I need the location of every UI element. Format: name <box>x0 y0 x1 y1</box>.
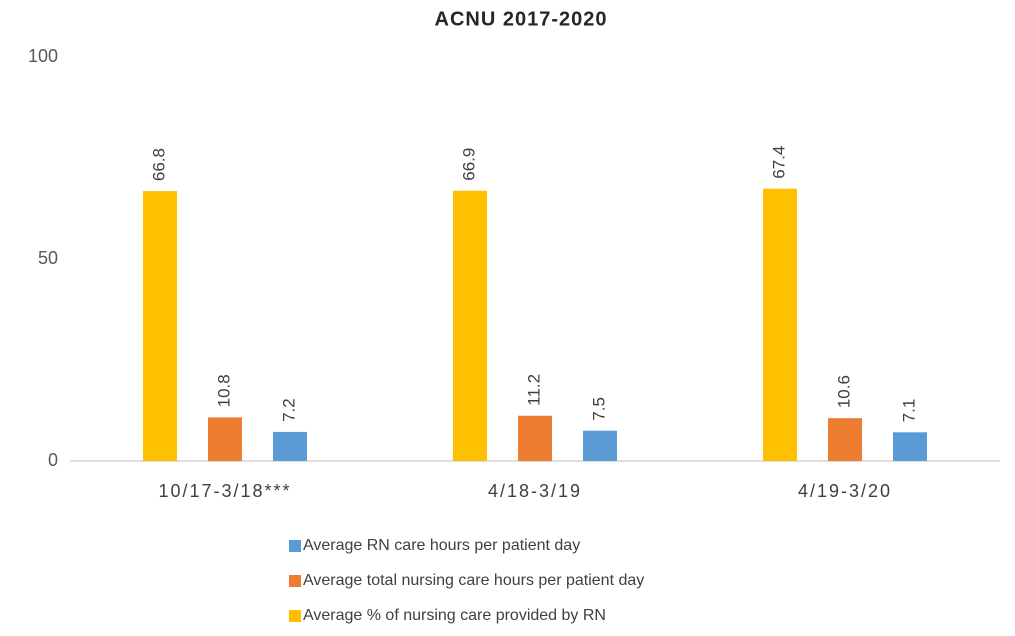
bar <box>143 191 177 462</box>
data-label: 67.4 <box>769 146 788 179</box>
chart-title: ACNU 2017-2020 <box>435 8 608 30</box>
legend-label: Average RN care hours per patient day <box>303 537 580 554</box>
bar <box>453 190 487 461</box>
data-label: 7.1 <box>899 399 918 423</box>
data-label: 7.2 <box>279 398 298 422</box>
bar <box>273 431 307 461</box>
x-tick-label: 4/18-3/19 <box>488 481 582 501</box>
y-tick-label: 100 <box>28 46 58 66</box>
data-label: 66.9 <box>459 148 478 181</box>
data-label: 10.6 <box>834 375 853 408</box>
data-label: 66.8 <box>149 148 168 181</box>
bar <box>763 188 797 462</box>
bar <box>583 430 617 461</box>
legend-swatch <box>289 610 301 622</box>
y-tick-label: 50 <box>38 248 58 268</box>
data-label: 7.5 <box>589 397 608 421</box>
data-label: 10.8 <box>214 374 233 407</box>
x-tick-label: 4/19-3/20 <box>798 481 892 501</box>
legend-label: Average total nursing care hours per pat… <box>303 572 644 589</box>
bar <box>208 417 242 461</box>
bar <box>518 415 552 461</box>
bar <box>893 432 927 461</box>
bar <box>828 418 862 461</box>
data-label: 11.2 <box>524 374 543 406</box>
legend-label: Average % of nursing care provided by RN <box>303 607 606 624</box>
y-tick-label: 0 <box>48 450 58 470</box>
x-tick-label: 10/17-3/18*** <box>158 481 291 501</box>
legend-swatch <box>289 575 301 587</box>
legend-swatch <box>289 540 301 552</box>
